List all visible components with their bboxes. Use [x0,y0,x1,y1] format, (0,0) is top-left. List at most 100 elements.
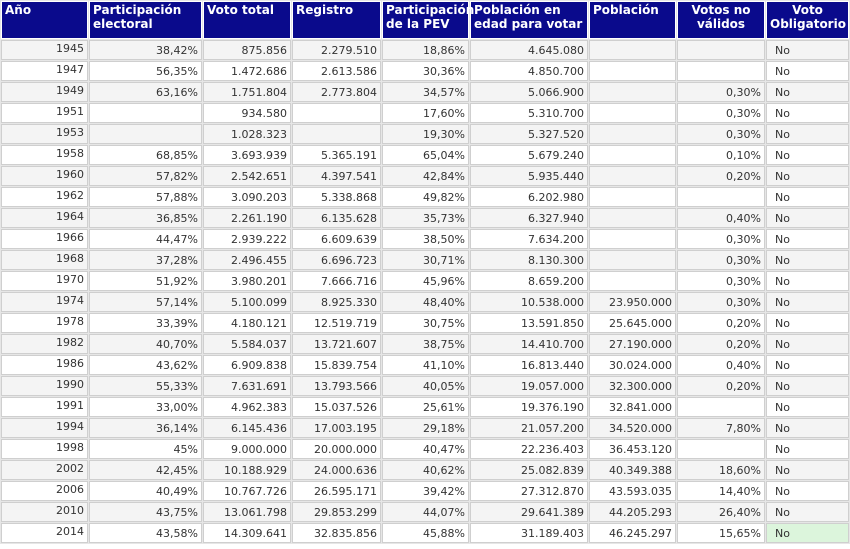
cell-participacion-pev: 19,30% [382,124,469,144]
cell-voto-total: 3.090.203 [203,187,291,207]
cell-registro: 26.595.171 [292,481,381,501]
cell-ano: 2010 [1,502,88,522]
cell-voto-total: 2.939.222 [203,229,291,249]
cell-poblacion-edad-votar: 4.645.080 [470,40,588,60]
cell-poblacion: 40.349.388 [589,460,676,480]
cell-votos-no-validos: 0,30% [677,124,765,144]
cell-poblacion-edad-votar: 25.082.839 [470,460,588,480]
cell-votos-no-validos: 7,80% [677,418,765,438]
cell-ano: 2006 [1,481,88,501]
cell-registro: 2.613.586 [292,61,381,81]
cell-votos-no-validos: 0,20% [677,313,765,333]
cell-votos-no-validos: 0,20% [677,166,765,186]
cell-registro: 8.925.330 [292,292,381,312]
table-row: 1964 36,85% 2.261.190 6.135.628 35,73% 6.327.… [1,208,849,228]
cell-registro: 32.835.856 [292,523,381,543]
cell-poblacion [589,103,676,123]
cell-voto-total: 6.909.838 [203,355,291,375]
cell-votos-no-validos: 0,40% [677,208,765,228]
cell-votos-no-validos: 14,40% [677,481,765,501]
cell-voto-obligatorio: No [766,334,849,354]
cell-poblacion [589,208,676,228]
cell-participacion-pev: 42,84% [382,166,469,186]
cell-poblacion-edad-votar: 7.634.200 [470,229,588,249]
cell-voto-total: 1.751.804 [203,82,291,102]
cell-registro: 6.609.639 [292,229,381,249]
cell-registro: 15.037.526 [292,397,381,417]
table-row: 1998 45% 9.000.000 20.000.000 40,47% 22.236.4… [1,439,849,459]
cell-registro: 5.365.191 [292,145,381,165]
cell-voto-total: 4.180.121 [203,313,291,333]
cell-participacion-electoral: 68,85% [89,145,202,165]
cell-poblacion-edad-votar: 5.327.520 [470,124,588,144]
cell-votos-no-validos: 0,30% [677,229,765,249]
cell-poblacion: 27.190.000 [589,334,676,354]
cell-poblacion-edad-votar: 14.410.700 [470,334,588,354]
cell-voto-total: 6.145.436 [203,418,291,438]
cell-participacion-electoral: 44,47% [89,229,202,249]
header-row: Año Participación electoral Voto total R… [1,1,849,39]
table-row: 1986 43,62% 6.909.838 15.839.754 41,10% 16.81… [1,355,849,375]
cell-registro: 29.853.299 [292,502,381,522]
cell-ano: 1986 [1,355,88,375]
cell-participacion-electoral: 40,70% [89,334,202,354]
table-row: 1982 40,70% 5.584.037 13.721.607 38,75% 14.41… [1,334,849,354]
cell-poblacion-edad-votar: 29.641.389 [470,502,588,522]
header-votos-no-validos: Votos no válidos [677,1,765,39]
cell-participacion-electoral: 36,14% [89,418,202,438]
cell-participacion-pev: 35,73% [382,208,469,228]
cell-registro: 6.135.628 [292,208,381,228]
header-participacion-electoral: Participación electoral [89,1,202,39]
cell-poblacion [589,124,676,144]
cell-voto-obligatorio: No [766,166,849,186]
cell-voto-obligatorio: No [766,145,849,165]
cell-poblacion [589,166,676,186]
cell-voto-total: 2.496.455 [203,250,291,270]
cell-participacion-electoral: 55,33% [89,376,202,396]
cell-participacion-electoral: 36,85% [89,208,202,228]
cell-ano: 2002 [1,460,88,480]
cell-poblacion: 32.841.000 [589,397,676,417]
cell-participacion-pev: 30,36% [382,61,469,81]
cell-participacion-pev: 34,57% [382,82,469,102]
cell-voto-obligatorio: No [766,523,849,543]
cell-poblacion-edad-votar: 5.310.700 [470,103,588,123]
table-row: 1947 56,35% 1.472.686 2.613.586 30,36% 4.850.… [1,61,849,81]
header-poblacion-edad-votar: Población en edad para votar [470,1,588,39]
cell-voto-obligatorio: No [766,397,849,417]
cell-voto-total: 2.542.651 [203,166,291,186]
cell-poblacion-edad-votar: 8.130.300 [470,250,588,270]
cell-voto-obligatorio: No [766,208,849,228]
cell-poblacion [589,271,676,291]
cell-poblacion: 46.245.297 [589,523,676,543]
cell-ano: 1962 [1,187,88,207]
table-row: 1968 37,28% 2.496.455 6.696.723 30,71% 8.130.… [1,250,849,270]
cell-ano: 1990 [1,376,88,396]
table-row: 1949 63,16% 1.751.804 2.773.804 34,57% 5.066.… [1,82,849,102]
cell-voto-obligatorio: No [766,82,849,102]
cell-poblacion-edad-votar: 5.066.900 [470,82,588,102]
cell-registro: 12.519.719 [292,313,381,333]
cell-voto-obligatorio: No [766,292,849,312]
cell-votos-no-validos: 0,30% [677,103,765,123]
cell-poblacion-edad-votar: 19.057.000 [470,376,588,396]
cell-votos-no-validos [677,397,765,417]
cell-poblacion: 43.593.035 [589,481,676,501]
cell-votos-no-validos: 0,20% [677,376,765,396]
cell-voto-obligatorio: No [766,61,849,81]
cell-ano: 1958 [1,145,88,165]
table-row: 1991 33,00% 4.962.383 15.037.526 25,61% 19.37… [1,397,849,417]
table-row: 1962 57,88% 3.090.203 5.338.868 49,82% 6.202.… [1,187,849,207]
cell-participacion-pev: 40,47% [382,439,469,459]
cell-participacion-electoral [89,103,202,123]
cell-poblacion [589,229,676,249]
table-row: 1970 51,92% 3.980.201 7.666.716 45,96% 8.659.… [1,271,849,291]
cell-poblacion-edad-votar: 5.679.240 [470,145,588,165]
cell-poblacion-edad-votar: 8.659.200 [470,271,588,291]
cell-ano: 1951 [1,103,88,123]
cell-voto-total: 5.100.099 [203,292,291,312]
cell-participacion-electoral [89,124,202,144]
cell-voto-total: 3.693.939 [203,145,291,165]
table-row: 1966 44,47% 2.939.222 6.609.639 38,50% 7.634.… [1,229,849,249]
cell-votos-no-validos: 0,30% [677,250,765,270]
